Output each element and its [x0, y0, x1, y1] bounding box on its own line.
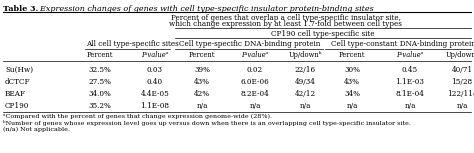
Text: Su(Hw): Su(Hw) [5, 66, 33, 74]
Text: Up/downᵇ: Up/downᵇ [445, 51, 474, 59]
Text: 34.0%: 34.0% [89, 90, 111, 98]
Text: P-valueᵃ: P-valueᵃ [241, 51, 269, 59]
Text: n/a: n/a [196, 102, 208, 110]
Text: 122/114: 122/114 [447, 90, 474, 98]
Text: Up/downᵇ: Up/downᵇ [288, 51, 322, 59]
Text: 42%: 42% [194, 90, 210, 98]
Text: Cell type-specific DNA-binding protein: Cell type-specific DNA-binding protein [179, 40, 321, 48]
Text: 0.03: 0.03 [147, 66, 163, 74]
Text: ᵃCompared with the percent of genes that change expression genome-wide (28%).: ᵃCompared with the percent of genes that… [3, 114, 272, 119]
Text: Expression changes of genes with cell type-specific insulator protein-binding si: Expression changes of genes with cell ty… [35, 5, 374, 13]
Text: 34%: 34% [344, 90, 360, 98]
Text: Cell type-constant DNA-binding protein: Cell type-constant DNA-binding protein [330, 40, 474, 48]
Text: 40/71: 40/71 [451, 66, 473, 74]
Text: P-valueᵃ: P-valueᵃ [141, 51, 169, 59]
Text: 43%: 43% [194, 78, 210, 86]
Text: 4.4E-05: 4.4E-05 [141, 90, 169, 98]
Text: Table 3.: Table 3. [3, 5, 38, 13]
Text: n/a: n/a [249, 102, 261, 110]
Text: 49/34: 49/34 [294, 78, 315, 86]
Text: ᵇNumber of genes whose expression level goes up versus down when there is an ove: ᵇNumber of genes whose expression level … [3, 120, 411, 126]
Text: 30%: 30% [344, 66, 360, 74]
Text: 27.5%: 27.5% [89, 78, 111, 86]
Text: 43%: 43% [344, 78, 360, 86]
Text: 8.2E-04: 8.2E-04 [241, 90, 269, 98]
Text: dCTCF: dCTCF [5, 78, 30, 86]
Text: 22/16: 22/16 [294, 66, 316, 74]
Text: which change expression by at least 1.7-fold between cell types: which change expression by at least 1.7-… [169, 20, 402, 28]
Text: n/a: n/a [404, 102, 416, 110]
Text: 8.1E-04: 8.1E-04 [396, 90, 424, 98]
Text: 1.1E-03: 1.1E-03 [396, 78, 424, 86]
Text: BEAF: BEAF [5, 90, 26, 98]
Text: 35.2%: 35.2% [89, 102, 111, 110]
Text: 42/12: 42/12 [294, 90, 316, 98]
Text: 0.02: 0.02 [247, 66, 263, 74]
Text: 32.5%: 32.5% [89, 66, 111, 74]
Text: n/a: n/a [456, 102, 468, 110]
Text: Percent: Percent [339, 51, 365, 59]
Text: Percent: Percent [189, 51, 215, 59]
Text: P-valueᵃ: P-valueᵃ [396, 51, 424, 59]
Text: 0.45: 0.45 [402, 66, 418, 74]
Text: Percent of genes that overlap a cell type-specific insulator site,: Percent of genes that overlap a cell typ… [171, 14, 401, 22]
Text: 15/28: 15/28 [451, 78, 473, 86]
Text: 0.40: 0.40 [147, 78, 163, 86]
Text: n/a: n/a [299, 102, 310, 110]
Text: (n/a) Not applicable.: (n/a) Not applicable. [3, 127, 70, 132]
Text: n/a: n/a [346, 102, 358, 110]
Text: All cell type-specific sites: All cell type-specific sites [86, 40, 179, 48]
Text: 6.0E-06: 6.0E-06 [241, 78, 269, 86]
Text: CP190 cell type-specific site: CP190 cell type-specific site [271, 30, 375, 38]
Text: Percent: Percent [87, 51, 113, 59]
Text: 1.1E-08: 1.1E-08 [140, 102, 170, 110]
Text: CP190: CP190 [5, 102, 29, 110]
Text: 39%: 39% [194, 66, 210, 74]
